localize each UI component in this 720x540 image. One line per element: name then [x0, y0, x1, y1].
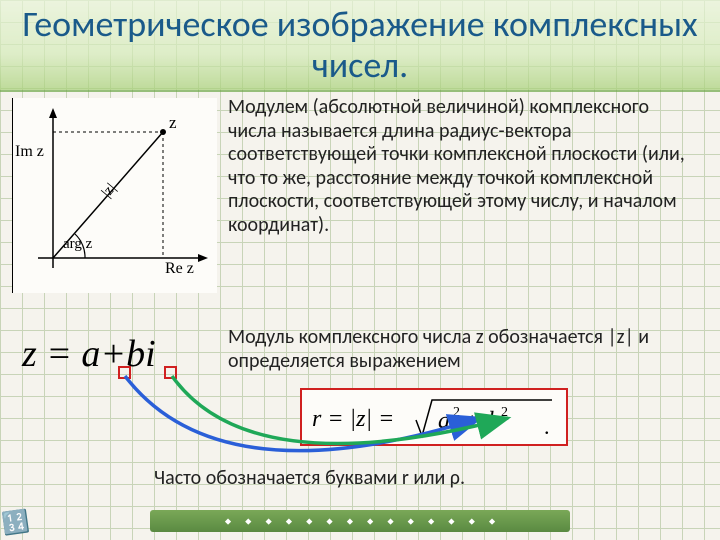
- nav-dot: ⬥: [408, 516, 414, 527]
- complex-plane-diagram: z Im z Re z arg z |z|: [12, 98, 217, 293]
- nav-dot: ⬥: [286, 516, 292, 527]
- formula-a: a: [438, 408, 450, 434]
- nav-dot: ⬥: [489, 516, 495, 527]
- modulus-formula-svg: r = |z| = a 2 + b 2 .: [304, 392, 564, 442]
- formula-b-exp: 2: [501, 405, 508, 420]
- z-formula: z = a+bi: [22, 332, 156, 376]
- formula-b: b: [488, 408, 500, 434]
- nav-dot: ⬥: [428, 516, 434, 527]
- nav-dot: ⬥: [387, 516, 393, 527]
- slide-title: Геометрическое изображение комплексных ч…: [0, 4, 720, 87]
- nav-dot: ⬥: [245, 516, 251, 527]
- formula-dot: .: [544, 414, 550, 439]
- nav-dot: ⬥: [347, 516, 353, 527]
- formula-lhs: r = |z| =: [312, 406, 394, 432]
- corner-doodle: 🔢: [0, 507, 31, 538]
- modulus-formula-box: r = |z| = a 2 + b 2 .: [300, 388, 568, 446]
- y-axis-arrow: [49, 108, 57, 118]
- x-axis-arrow: [198, 254, 208, 262]
- point-z: [160, 129, 166, 135]
- notation-note: Часто обозначается буквами r или ρ.: [154, 466, 700, 490]
- nav-dot: ⬥: [265, 516, 271, 527]
- marker-b-box: [164, 366, 177, 379]
- nav-dot: ⬥: [326, 516, 332, 527]
- nav-dot: ⬥: [469, 516, 475, 527]
- sqrt-symbol: [416, 400, 552, 436]
- bottom-nav-bar: ⬥ ⬥ ⬥ ⬥ ⬥ ⬥ ⬥ ⬥ ⬥ ⬥ ⬥ ⬥ ⬥ ⬥: [150, 510, 570, 532]
- nav-dot: ⬥: [367, 516, 373, 527]
- angle-label: arg z: [63, 236, 93, 252]
- formula-plus: +: [466, 408, 478, 433]
- point-z-label: z: [169, 113, 177, 132]
- nav-dot: ⬥: [448, 516, 454, 527]
- nav-dot: ⬥: [306, 516, 312, 527]
- x-axis-label: Re z: [165, 260, 194, 277]
- nav-dot: ⬥: [225, 516, 231, 527]
- marker-a-box: [118, 366, 131, 379]
- y-axis-label: Im z: [15, 143, 44, 160]
- radius-label: |z|: [99, 181, 119, 201]
- definition-paragraph: Модулем (абсолютной величиной) комплексн…: [228, 96, 700, 238]
- formula-a-exp: 2: [453, 405, 460, 420]
- notation-paragraph: Модуль комплексного числа z обозначается…: [228, 326, 700, 373]
